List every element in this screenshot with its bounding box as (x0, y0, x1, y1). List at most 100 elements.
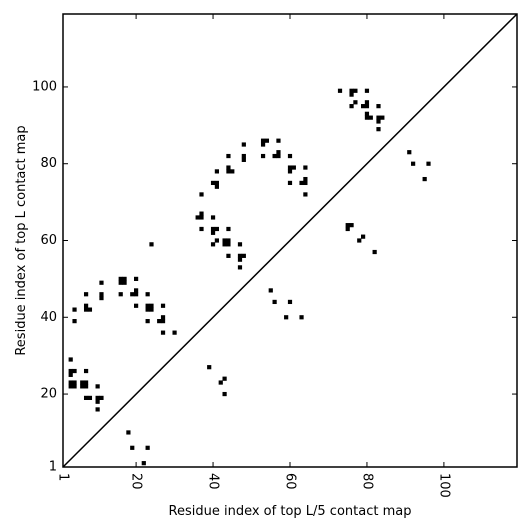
contact-point (364, 88, 370, 93)
contact-point (237, 242, 243, 247)
contact-point (145, 319, 150, 324)
contact-point (426, 161, 431, 166)
y-tick-label: 20 (40, 387, 57, 402)
contact-point (214, 226, 219, 232)
contact-point (99, 395, 104, 400)
contact-point (199, 226, 204, 232)
contact-point (241, 253, 246, 258)
contact-point (122, 276, 127, 281)
contact-point (141, 461, 146, 466)
y-tick-label: 40 (40, 310, 57, 325)
contact-point (118, 292, 123, 297)
diagonal-line (62, 13, 518, 468)
y-axis-label: Residue index of top L contact map (14, 125, 29, 355)
contact-point (303, 192, 308, 197)
contact-point (172, 330, 177, 335)
contact-point (222, 391, 227, 397)
contact-point (241, 142, 246, 147)
contact-point (149, 242, 154, 247)
contact-point (303, 180, 308, 186)
contact-point (207, 365, 212, 370)
contact-point (72, 380, 77, 385)
contact-point (145, 445, 150, 450)
contact-point (287, 180, 293, 186)
contact-point (272, 299, 277, 305)
contact-point (237, 253, 243, 258)
contact-point (226, 226, 231, 232)
contact-point (83, 395, 89, 400)
contact-point (210, 215, 216, 220)
contact-point (72, 319, 77, 324)
contact-point (149, 307, 154, 312)
contact-point (118, 276, 123, 281)
contact-point (260, 142, 266, 147)
contact-point (226, 238, 231, 243)
contact-point (264, 138, 270, 143)
contact-point (349, 223, 354, 228)
contact-point (99, 292, 104, 297)
contact-point (222, 238, 227, 243)
contact-point (237, 265, 243, 270)
contact-point (210, 230, 216, 235)
x-tick-label: 80 (359, 473, 374, 490)
contact-point (364, 111, 370, 116)
contact-point (226, 153, 231, 159)
contact-point (68, 372, 73, 377)
contact-point (287, 169, 293, 174)
contact-point (291, 165, 296, 170)
contact-point (218, 380, 223, 385)
contact-point (287, 299, 293, 305)
contact-point (68, 380, 73, 385)
contact-point (134, 303, 139, 308)
contact-point (80, 380, 85, 385)
contact-point (145, 303, 150, 308)
contact-point (349, 92, 354, 97)
y-tick-label: 60 (40, 233, 57, 248)
contact-point (87, 395, 93, 400)
contact-point (411, 161, 416, 166)
contact-point (83, 292, 89, 297)
contact-point (83, 303, 89, 308)
contact-point (284, 315, 289, 320)
contact-point (214, 180, 219, 186)
contact-point (368, 115, 373, 120)
contact-point (214, 184, 219, 189)
contact-point (83, 380, 89, 385)
contact-point (149, 303, 154, 308)
contact-point (226, 169, 231, 174)
x-axis-ticks: 1 20 40 60 80 100 (56, 14, 451, 498)
x-axis-label: Residue index of top L/5 contact map (169, 504, 412, 519)
contact-point (241, 153, 246, 159)
contact-point (260, 138, 266, 143)
contact-point (364, 104, 370, 109)
contact-point (349, 104, 354, 109)
contact-point (361, 104, 366, 109)
contact-point (276, 138, 281, 143)
contact-point (364, 100, 370, 105)
contact-point (99, 280, 104, 285)
contact-point (226, 165, 231, 170)
contact-point (72, 384, 77, 389)
x-tick-label: 1 (56, 473, 71, 481)
contact-point (357, 238, 362, 243)
contact-point (199, 192, 204, 197)
contact-point (376, 104, 381, 109)
contact-point (407, 150, 412, 155)
contact-point (376, 115, 381, 120)
contact-point (80, 384, 85, 389)
contact-point (210, 180, 216, 186)
contact-point (87, 307, 93, 312)
contact-point (303, 165, 308, 170)
contact-point (160, 319, 166, 324)
contact-point (226, 253, 231, 258)
contact-point (276, 153, 281, 159)
contact-point (199, 211, 204, 216)
contact-point (99, 295, 104, 301)
contact-point (287, 165, 293, 170)
contact-point (361, 234, 366, 239)
contact-point (195, 215, 200, 220)
contact-point (376, 119, 381, 124)
contact-point (160, 315, 166, 320)
contact-point (130, 445, 135, 450)
contact-point (299, 180, 304, 186)
